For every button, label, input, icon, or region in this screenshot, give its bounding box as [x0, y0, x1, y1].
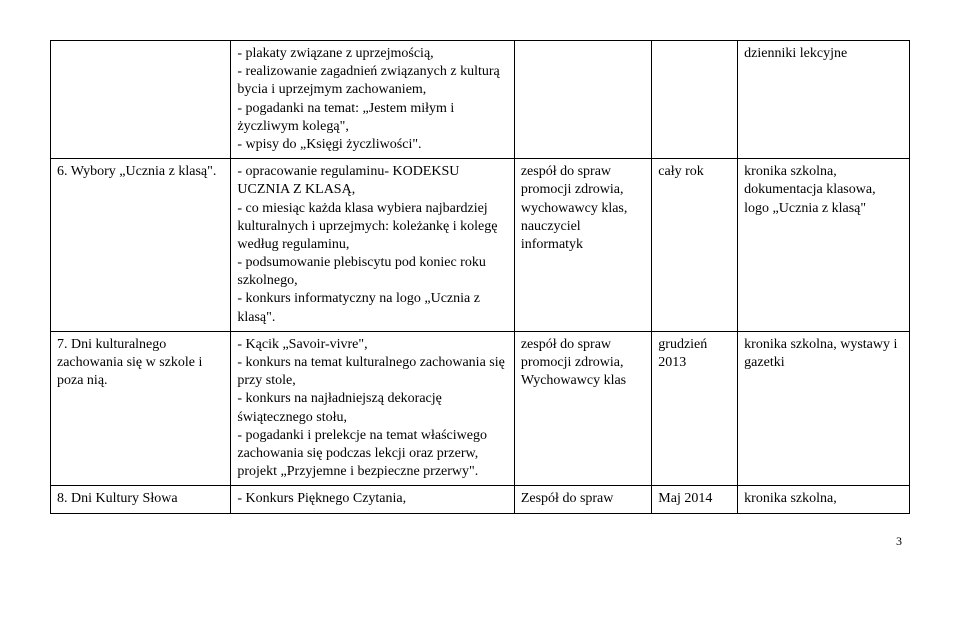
table-row: 6. Wybory „Ucznia z klasą". - opracowani…	[51, 159, 910, 332]
cell-term: Maj 2014	[652, 486, 738, 513]
cell-responsible: Zespół do spraw	[514, 486, 651, 513]
cell-actions: - Konkurs Pięknego Czytania,	[231, 486, 514, 513]
table-body: - plakaty związane z uprzejmością, - rea…	[51, 41, 910, 514]
cell-task	[51, 41, 231, 159]
cell-docs: kronika szkolna, wystawy i gazetki	[738, 331, 910, 486]
table-row: - plakaty związane z uprzejmością, - rea…	[51, 41, 910, 159]
cell-task: 7. Dni kulturalnego zachowania się w szk…	[51, 331, 231, 486]
table-row: 8. Dni Kultury Słowa - Konkurs Pięknego …	[51, 486, 910, 513]
cell-docs: kronika szkolna,	[738, 486, 910, 513]
table-row: 7. Dni kulturalnego zachowania się w szk…	[51, 331, 910, 486]
cell-actions: - plakaty związane z uprzejmością, - rea…	[231, 41, 514, 159]
cell-responsible	[514, 41, 651, 159]
cell-task: 8. Dni Kultury Słowa	[51, 486, 231, 513]
cell-actions: - Kącik „Savoir-vivre", - konkurs na tem…	[231, 331, 514, 486]
cell-term	[652, 41, 738, 159]
cell-actions: - opracowanie regulaminu- KODEKSU UCZNIA…	[231, 159, 514, 332]
cell-docs: kronika szkolna, dokumentacja klasowa, l…	[738, 159, 910, 332]
document-table: - plakaty związane z uprzejmością, - rea…	[50, 40, 910, 514]
cell-responsible: zespół do spraw promocji zdrowia, wychow…	[514, 159, 651, 332]
cell-term: cały rok	[652, 159, 738, 332]
cell-responsible: zespół do spraw promocji zdrowia, Wychow…	[514, 331, 651, 486]
cell-task: 6. Wybory „Ucznia z klasą".	[51, 159, 231, 332]
cell-docs: dzienniki lekcyjne	[738, 41, 910, 159]
page-number: 3	[50, 534, 910, 549]
cell-term: grudzień 2013	[652, 331, 738, 486]
